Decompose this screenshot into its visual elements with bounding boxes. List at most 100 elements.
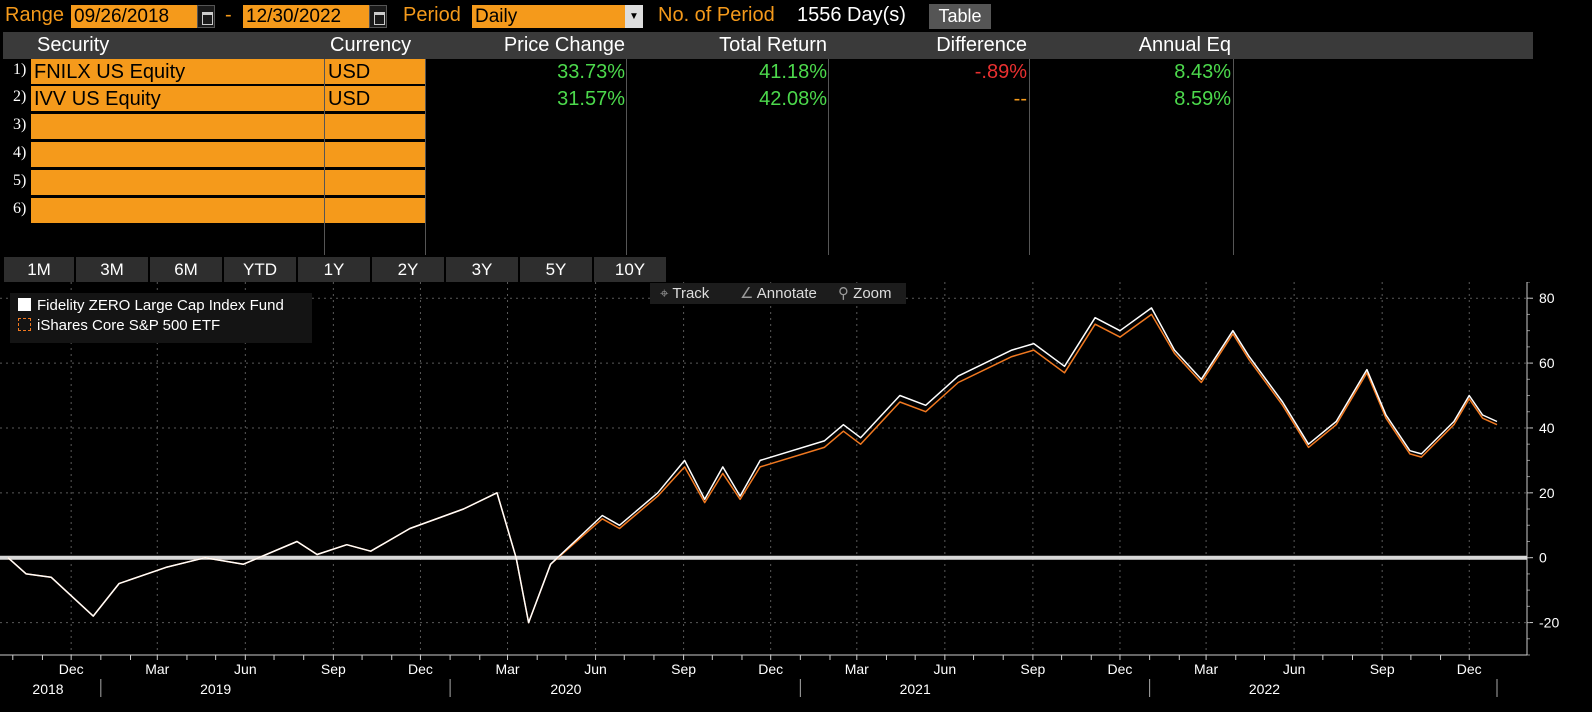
legend-label: Fidelity ZERO Large Cap Index Fund: [37, 297, 284, 314]
top-toolbar: Range 09/26/2018 - 12/30/2022 Period Dai…: [0, 0, 1592, 32]
track-label: Track: [672, 285, 710, 302]
header-total-return[interactable]: Total Return: [627, 32, 827, 59]
zoom-label: Zoom: [853, 285, 892, 302]
annual-eq-value: 8.59%: [1174, 88, 1231, 110]
table-button[interactable]: Table: [929, 4, 991, 29]
legend-swatch: [18, 298, 31, 311]
header-price-change[interactable]: Price Change: [426, 32, 625, 59]
x-tick-label: Mar: [1194, 661, 1218, 677]
y-tick-label: 60: [1539, 355, 1555, 371]
start-date-field[interactable]: 09/26/2018: [71, 5, 197, 28]
legend-item[interactable]: Fidelity ZERO Large Cap Index Fund: [18, 297, 284, 314]
column-divider: [324, 59, 325, 255]
header-security[interactable]: Security: [34, 32, 324, 59]
legend-label: iShares Core S&P 500 ETF: [37, 317, 221, 334]
year-label: 2021: [900, 681, 931, 697]
header-currency[interactable]: Currency: [327, 32, 425, 59]
annotate-label: Annotate: [756, 285, 817, 302]
securities-grid: Security Currency Price Change Total Ret…: [3, 32, 1592, 255]
currency-cell[interactable]: USD: [325, 86, 425, 112]
period-button-3y[interactable]: 3Y: [446, 257, 518, 282]
track-tool[interactable]: ⌖ Track: [652, 283, 732, 304]
zoom-tool[interactable]: ⚲ Zoom: [830, 283, 906, 304]
pencil-icon: ∠: [740, 285, 754, 302]
y-tick-label: -20: [1539, 615, 1559, 631]
row-number: 1): [13, 61, 27, 78]
period-button-10y[interactable]: 10Y: [594, 257, 666, 282]
security-cell[interactable]: [31, 170, 324, 196]
total-return-value: 41.18%: [759, 61, 827, 83]
x-tick-label: Sep: [1020, 661, 1045, 677]
period-button-2y[interactable]: 2Y: [372, 257, 444, 282]
row-number: 3): [13, 116, 27, 133]
column-divider: [626, 59, 627, 255]
column-divider: [425, 59, 426, 255]
magnifier-icon: ⚲: [838, 285, 849, 302]
period-button-1y[interactable]: 1Y: [298, 257, 370, 282]
security-cell[interactable]: IVV US Equity: [31, 86, 324, 112]
chart-legend: Fidelity ZERO Large Cap Index Fund iShar…: [10, 293, 312, 343]
x-tick-label: Dec: [59, 661, 84, 677]
period-select[interactable]: Daily: [472, 5, 625, 28]
start-calendar-icon[interactable]: [197, 5, 215, 28]
x-tick-label: Sep: [671, 661, 696, 677]
end-calendar-icon[interactable]: [369, 5, 387, 28]
period-button-5y[interactable]: 5Y: [520, 257, 592, 282]
period-button-6m[interactable]: 6M: [150, 257, 222, 282]
series-line-ishares: [7, 313, 1498, 624]
security-cell[interactable]: [31, 198, 324, 224]
range-separator: -: [225, 4, 232, 26]
currency-cell[interactable]: [325, 170, 425, 196]
x-tick-label: Sep: [1370, 661, 1395, 677]
price-change-value: 33.73%: [557, 61, 625, 83]
y-tick-label: 80: [1539, 290, 1555, 306]
price-change-value: 31.57%: [557, 88, 625, 110]
x-tick-label: Jun: [234, 661, 257, 677]
header-annual-eq[interactable]: Annual Eq: [1030, 32, 1231, 59]
performance-chart[interactable]: -20 0 20 40 60 80 Dec Mar Jun Sep Dec Mar Jun Sep Dec M…: [0, 282, 1592, 712]
currency-cell[interactable]: [325, 142, 425, 168]
end-date-field[interactable]: 12/30/2022: [243, 5, 369, 28]
year-label: 2022: [1249, 681, 1280, 697]
x-tick-label: Sep: [321, 661, 346, 677]
total-return-value: 42.08%: [759, 88, 827, 110]
annotate-tool[interactable]: ∠ Annotate: [732, 283, 828, 304]
period-label: Period: [403, 4, 461, 26]
x-tick-label: Jun: [1283, 661, 1306, 677]
row-number: 4): [13, 144, 27, 161]
year-label: 2019: [200, 681, 231, 697]
year-label: 2018: [32, 681, 63, 697]
header-difference[interactable]: Difference: [829, 32, 1027, 59]
nperiod-label: No. of Period: [658, 4, 775, 26]
currency-cell[interactable]: [325, 114, 425, 140]
period-button-1m[interactable]: 1M: [4, 257, 74, 282]
chart-toolbar: ⌖ Track ∠ Annotate ⚲ Zoom: [650, 283, 906, 304]
annual-eq-value: 8.43%: [1174, 61, 1231, 83]
series-line-fidelity: [7, 307, 1498, 624]
security-cell[interactable]: [31, 114, 324, 140]
period-button-3m[interactable]: 3M: [76, 257, 148, 282]
legend-item[interactable]: iShares Core S&P 500 ETF: [18, 317, 220, 334]
x-tick-label: Mar: [495, 661, 519, 677]
x-tick-label: Jun: [934, 661, 957, 677]
security-cell[interactable]: [31, 142, 324, 168]
currency-cell[interactable]: USD: [325, 59, 425, 85]
currency-cell[interactable]: [325, 198, 425, 224]
range-label: Range: [5, 4, 64, 26]
period-dropdown-icon[interactable]: ▼: [625, 5, 643, 28]
x-tick-label: Dec: [408, 661, 433, 677]
x-tick-label: Dec: [1457, 661, 1482, 677]
row-number: 6): [13, 200, 27, 217]
difference-value: -.89%: [974, 61, 1027, 83]
year-label: 2020: [550, 681, 581, 697]
y-tick-label: 0: [1539, 550, 1547, 566]
column-divider: [828, 59, 829, 255]
x-tick-label: Mar: [145, 661, 169, 677]
row-number: 5): [13, 172, 27, 189]
difference-value: --: [1013, 88, 1027, 110]
security-cell[interactable]: FNILX US Equity: [31, 59, 324, 85]
x-tick-label: Dec: [758, 661, 783, 677]
x-tick-label: Mar: [845, 661, 869, 677]
y-tick-label: 20: [1539, 485, 1555, 501]
period-button-ytd[interactable]: YTD: [224, 257, 296, 282]
